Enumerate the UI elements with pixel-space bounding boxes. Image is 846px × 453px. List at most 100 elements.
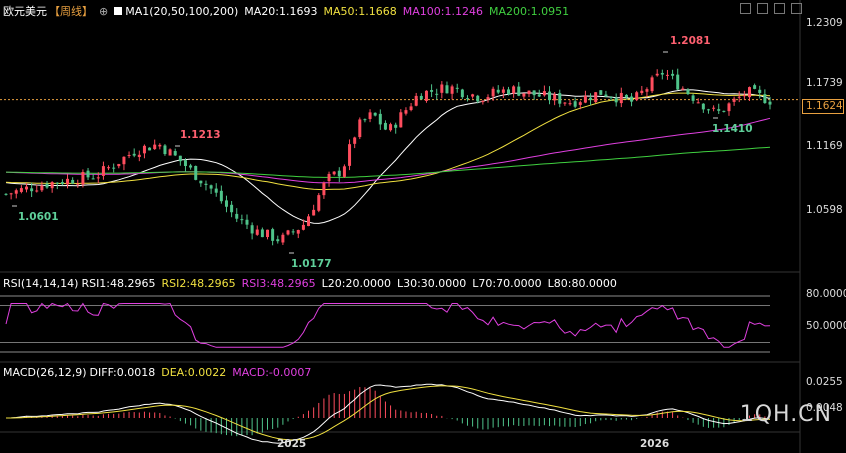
- candle-body: [132, 153, 136, 156]
- candle-body: [481, 100, 485, 103]
- price-tick: 1.1739: [806, 77, 843, 89]
- candle-body: [50, 182, 54, 189]
- candle-body: [742, 95, 746, 97]
- candle-body: [235, 213, 239, 219]
- candle-body: [9, 193, 13, 195]
- candle-body: [4, 193, 8, 195]
- candle-body: [327, 173, 331, 182]
- candle-body: [163, 145, 167, 155]
- candle-body: [168, 149, 172, 156]
- candle-body: [301, 224, 305, 230]
- candle-body: [173, 151, 177, 156]
- candle-body: [96, 177, 100, 179]
- watermark: 1QH.CN: [739, 402, 832, 427]
- candle-body: [491, 88, 495, 97]
- candle-body: [455, 87, 459, 89]
- move-icon[interactable]: [740, 3, 751, 14]
- candle-body: [281, 234, 285, 243]
- candle-body: [665, 74, 669, 76]
- candle-body: [527, 90, 531, 95]
- candle-body: [537, 94, 541, 97]
- candle-body: [553, 94, 557, 101]
- candle-body: [548, 91, 552, 101]
- candle-body: [578, 102, 582, 105]
- candle-body: [127, 154, 131, 156]
- l20-value: L20:20.0000: [321, 277, 391, 290]
- candle-body: [307, 216, 311, 227]
- candle-body: [635, 92, 639, 101]
- candle-body: [399, 112, 403, 128]
- candle-body: [486, 97, 490, 100]
- x-tick-2026: 2026: [640, 438, 670, 450]
- candle-body: [419, 95, 423, 100]
- candle-body: [122, 156, 126, 165]
- rsi1-value: RSI1:48.2965: [81, 277, 156, 290]
- candle-body: [378, 113, 382, 125]
- candle-body: [60, 182, 64, 185]
- candle-body: [630, 96, 634, 102]
- candle-body: [137, 154, 141, 157]
- ma20-value: MA20:1.1693: [244, 5, 318, 18]
- candle-body: [619, 92, 623, 104]
- candle-body: [517, 86, 521, 96]
- candle-body: [681, 88, 685, 90]
- candle-body: [19, 188, 23, 192]
- l30-value: L30:30.0000: [396, 277, 467, 290]
- candle-body: [214, 188, 218, 193]
- candle-body: [260, 229, 264, 238]
- candle-body: [255, 229, 259, 235]
- minimize-icon[interactable]: [774, 3, 785, 14]
- candle-body: [35, 190, 39, 192]
- candle-body: [532, 90, 536, 96]
- candle-body: [753, 85, 757, 89]
- candle-body: [14, 190, 18, 194]
- candle-body: [81, 172, 85, 185]
- candle-body: [107, 167, 111, 169]
- candle-body: [291, 231, 295, 233]
- candle-body: [445, 85, 449, 94]
- candle-body: [701, 103, 705, 110]
- current-price-tag: 1.1624: [802, 99, 844, 114]
- window-controls: [740, 3, 802, 14]
- candle-body: [404, 110, 408, 114]
- maximize-icon[interactable]: [791, 3, 802, 14]
- price-tick: 1.1169: [806, 140, 843, 152]
- candle-body: [148, 147, 152, 151]
- candle-body: [424, 90, 428, 101]
- candle-body: [348, 144, 352, 166]
- candle-body: [40, 185, 44, 191]
- candle-body: [604, 94, 608, 97]
- settings-icon[interactable]: [757, 3, 768, 14]
- ma200-line: [5, 146, 771, 178]
- ma20-line: [5, 89, 771, 224]
- candle-body: [758, 89, 762, 93]
- price-tick: 1.0598: [806, 204, 843, 216]
- candle-body: [573, 101, 577, 107]
- candle-body: [296, 230, 300, 234]
- candle-body: [368, 112, 372, 119]
- ma-label: MA1(20,50,100,200): [125, 5, 239, 18]
- candle-body: [66, 178, 70, 185]
- zoom-icon[interactable]: ⊕: [99, 5, 109, 18]
- candle-body: [712, 107, 716, 109]
- candle-body: [671, 73, 675, 76]
- candle-body: [250, 225, 254, 234]
- annotation-low-2026: 1.1410: [712, 123, 753, 135]
- candle-body: [353, 137, 357, 144]
- candle-body: [763, 94, 767, 104]
- candle-body: [512, 86, 516, 94]
- rsi2-value: RSI2:48.2965: [161, 277, 236, 290]
- candle-body: [312, 209, 316, 216]
- ma200-value: MA200:1.0951: [488, 5, 570, 18]
- candle-body: [204, 183, 208, 185]
- candle-body: [476, 95, 480, 102]
- rsi-tick: 50.0000: [806, 320, 846, 332]
- candle-body: [219, 190, 223, 202]
- candle-body: [737, 96, 741, 98]
- candle-body: [450, 86, 454, 94]
- candle-body: [91, 178, 95, 180]
- candle-body: [691, 95, 695, 101]
- period-label[interactable]: 【周线】: [49, 5, 93, 18]
- candle-body: [286, 230, 290, 235]
